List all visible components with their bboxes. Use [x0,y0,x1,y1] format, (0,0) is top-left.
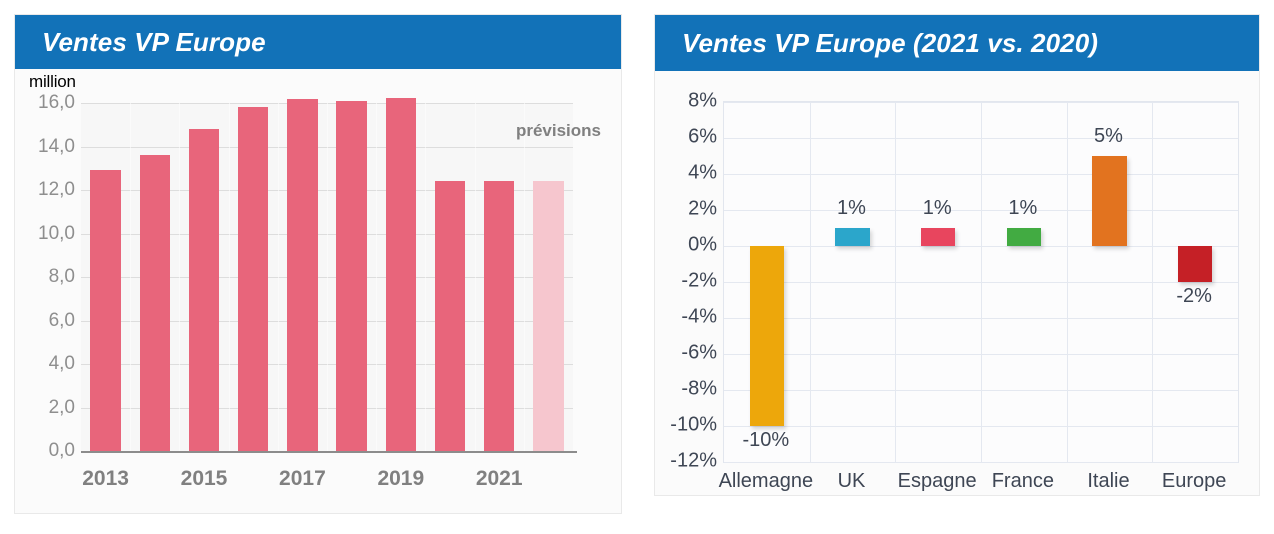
column-separator [277,103,279,451]
data-label-UK: 1% [837,197,866,219]
y-tick-label: 8,0 [48,266,75,287]
gridline [809,102,811,462]
y-tick-label: -6% [681,341,717,364]
left-card-title: Ventes VP Europe [42,26,266,57]
column-separator [130,103,132,451]
column-separator [523,103,525,451]
x-tick-label: 2019 [377,467,425,490]
y-tick-label: 0,0 [48,440,75,461]
bar-2021 [483,181,515,451]
right-chart-plot-area [723,101,1239,463]
left-chart-unit-label: million [29,72,76,91]
bar-2022 [533,181,564,451]
x-tick-label: Italie [1087,470,1130,492]
y-tick-label: -2% [681,269,717,292]
right-chart-card: Ventes VP Europe (2021 vs. 2020) 8% 6% 4% 2… [654,14,1260,496]
x-tick-label: Europe [1161,470,1227,492]
data-label-Allemagne: -10% [742,429,790,451]
y-tick-label: 8% [688,89,717,112]
y-tick-label: 6,0 [48,309,75,331]
data-label-Europe: -2% [1176,285,1212,307]
y-tick-label: 4,0 [48,353,75,374]
column-separator [228,103,230,451]
y-tick-label: -12% [670,449,717,472]
column-separator [425,103,427,451]
bar-2014 [139,155,171,451]
x-tick-label: 2017 [279,467,326,490]
x-tick-label: Espagne [897,470,977,492]
data-label-Italie: 5% [1094,125,1123,147]
data-label-France: 1% [1008,197,1038,219]
left-chart-y-axis: 0,0 2,0 4,0 6,0 8,0 10,0 12,0 14,0 16,0 [15,15,75,513]
column-separator [179,103,181,451]
column-separator [474,103,476,451]
y-tick-label: 14,0 [38,135,75,157]
y-tick-label: -4% [681,305,717,328]
bar-Allemagne [749,246,784,426]
x-tick-label: 2021 [475,467,523,490]
left-chart-card: Ventes VP Europe million 0,0 2,0 4,0 6,0 8,0… [14,14,622,514]
y-tick-label: 2,0 [48,396,75,418]
forecast-annotation: prévisions [515,121,601,140]
x-tick-label: 2015 [180,467,228,490]
gridline [1066,102,1068,462]
bar-Italie [1092,156,1127,246]
right-card-header: Ventes VP Europe (2021 vs. 2020) [655,15,1259,71]
bar-2013 [90,170,121,451]
gridline [895,102,897,462]
left-chart-plot-area [81,97,573,451]
y-tick-label: 10,0 [38,222,75,244]
y-tick-label: -8% [681,377,717,400]
bar-Espagne [921,228,956,246]
bar-2020 [434,181,466,451]
x-tick-label: UK [837,470,866,492]
gridline [724,462,1238,463]
bar-France [1006,228,1041,246]
y-tick-label: 6% [688,125,717,148]
bar-2018 [336,100,367,451]
data-label-Espagne: 1% [922,197,952,219]
y-tick-label: 2% [688,197,717,220]
right-card-title: Ventes VP Europe (2021 vs. 2020) [682,27,1099,58]
x-tick-label: France [991,470,1054,492]
left-card-header: Ventes VP Europe [15,15,621,69]
column-separator [376,103,378,451]
y-tick-label: 4% [688,161,717,184]
y-tick-label: 16,0 [38,92,75,113]
bar-2015 [188,129,220,451]
gridline [1152,102,1154,462]
bar-UK [835,228,870,246]
left-chart-axis-line [81,451,577,453]
gridline [981,102,982,462]
column-separator [327,103,328,451]
x-tick-label: Allemagne [718,470,814,492]
bar-2017 [287,98,318,451]
right-chart-y-axis: 8% 6% 4% 2% 0% -2% -4% -6% -8% -10% -12% [655,15,717,495]
bar-Europe [1178,246,1213,282]
y-tick-label: 0% [688,233,717,256]
bar-2016 [237,107,269,451]
y-tick-label: -10% [670,413,717,436]
bar-2019 [385,97,417,451]
y-tick-label: 12,0 [38,179,75,200]
x-tick-label: 2013 [82,467,129,490]
